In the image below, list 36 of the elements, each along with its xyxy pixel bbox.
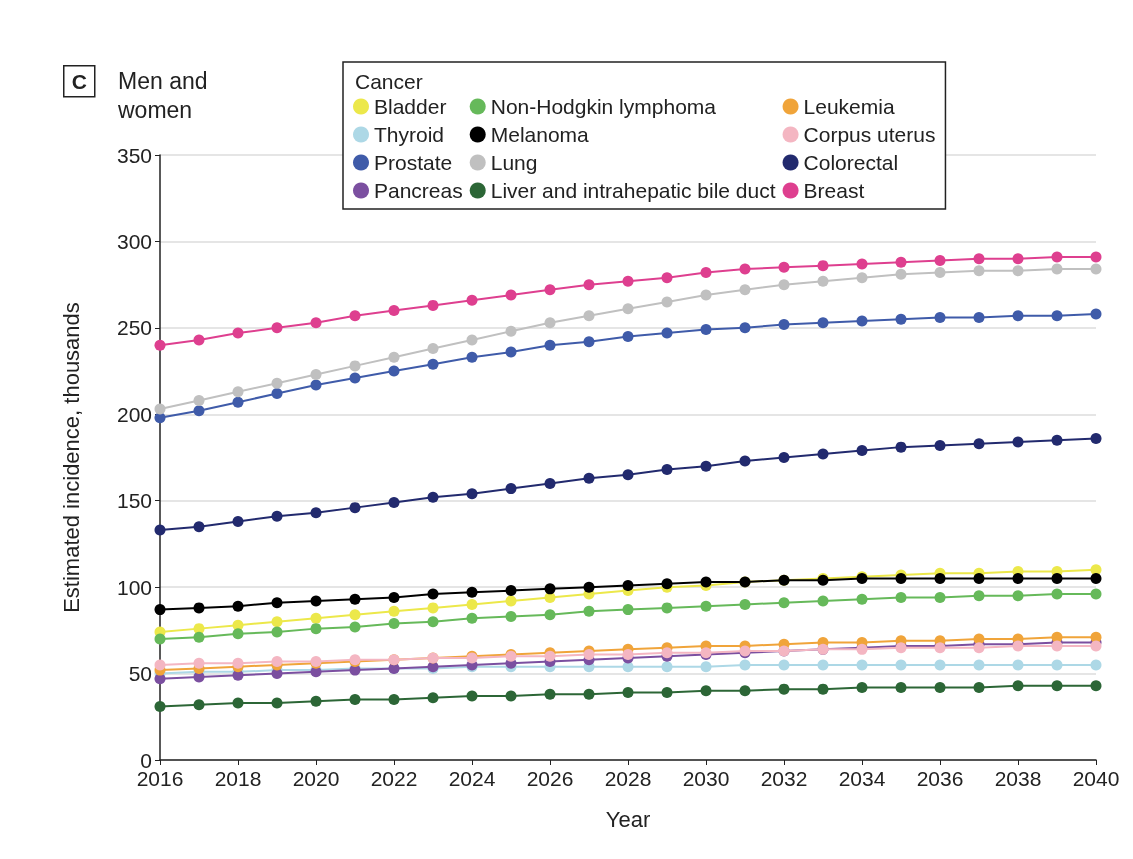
x-tick-label: 2032 (760, 767, 808, 790)
x-tick-label: 2038 (994, 767, 1042, 790)
x-tick-label: 2024 (448, 767, 496, 790)
legend-label: Colorectal (803, 151, 899, 174)
legend-label: Pancreas (374, 179, 463, 202)
x-tick-label: 2028 (604, 767, 652, 790)
y-tick-label: 300 (116, 229, 152, 253)
x-tick-label: 2034 (838, 767, 886, 790)
legend-label: Prostate (374, 151, 453, 174)
y-tick-label: 200 (116, 402, 152, 426)
legend-label: Lung (490, 151, 538, 174)
x-axis-title: Year (605, 806, 651, 832)
x-tick-label: 2018 (214, 767, 262, 790)
legend-label: Non-Hodgkin lymphoma (490, 95, 717, 118)
x-tick-label: 2022 (370, 767, 418, 790)
text: Men and women (117, 67, 214, 123)
y-tick-label: 350 (116, 143, 152, 167)
x-tick-label: 2026 (526, 767, 574, 790)
x-tick-label: 2040 (1072, 767, 1120, 790)
legend-title: Cancer (355, 70, 423, 93)
x-tick-label: 2036 (916, 767, 964, 790)
text: C (71, 70, 87, 94)
y-tick-label: 100 (116, 575, 152, 599)
legend-label: Bladder (374, 95, 447, 118)
y-tick-label: 50 (128, 662, 152, 686)
legend-label: Corpus uterus (803, 123, 936, 146)
legend-label: Thyroid (374, 123, 445, 146)
legend-label: Melanoma (490, 123, 590, 146)
x-tick-label: 2020 (292, 767, 340, 790)
y-tick-label: 250 (116, 316, 152, 340)
y-axis-title: Estimated incidence, thousands (58, 302, 84, 613)
legend-label: Liver and intrahepatic bile duct (490, 179, 776, 202)
x-tick-label: 2030 (682, 767, 730, 790)
legend-label: Leukemia (803, 95, 895, 118)
y-tick-label: 150 (116, 489, 152, 513)
legend-label: Breast (803, 179, 865, 202)
